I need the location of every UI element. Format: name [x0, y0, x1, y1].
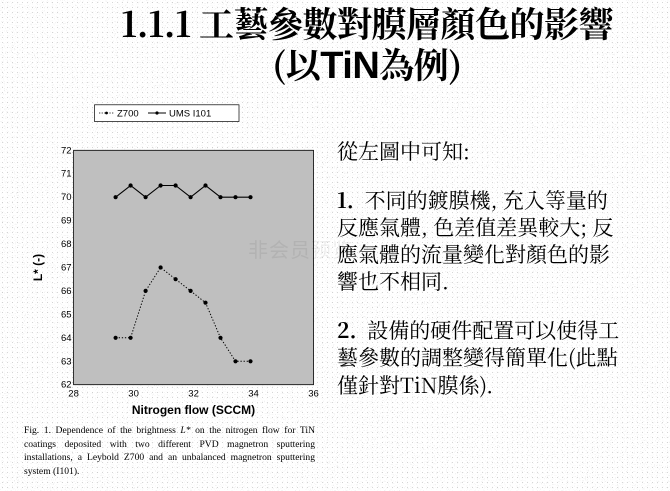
svg-text:68: 68: [61, 239, 72, 250]
svg-text:34: 34: [248, 389, 259, 400]
svg-text:70: 70: [61, 192, 72, 203]
svg-text:67: 67: [61, 263, 72, 274]
svg-text:69: 69: [61, 216, 72, 227]
svg-text:65: 65: [61, 309, 72, 320]
svg-text:72: 72: [61, 145, 72, 156]
svg-text:Z700: Z700: [117, 108, 139, 119]
svg-text:71: 71: [61, 169, 72, 180]
svg-text:63: 63: [61, 356, 72, 367]
svg-text:L* (-): L* (-): [31, 254, 45, 281]
svg-text:30: 30: [128, 389, 139, 400]
svg-text:66: 66: [61, 286, 72, 297]
svg-text:Nitrogen flow (SCCM): Nitrogen flow (SCCM): [132, 403, 255, 417]
svg-text:64: 64: [61, 333, 72, 344]
svg-text:UMS I101: UMS I101: [169, 108, 211, 119]
svg-text:28: 28: [68, 389, 79, 400]
svg-text:32: 32: [188, 389, 199, 400]
svg-text:36: 36: [308, 389, 319, 400]
